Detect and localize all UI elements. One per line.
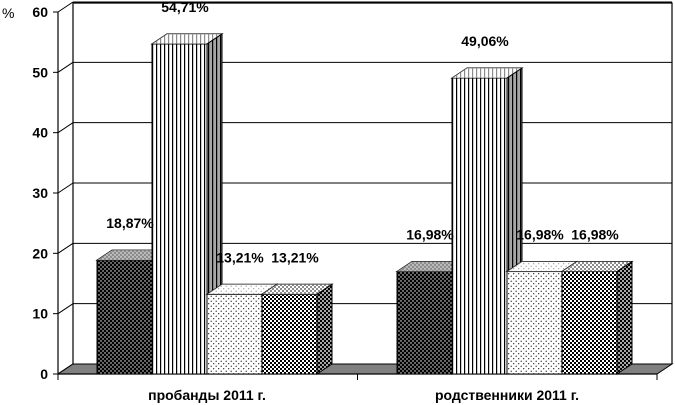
bar-side [616, 260, 633, 375]
bar-side-shade [317, 284, 332, 374]
x-category-label: родственники 2011 г. [435, 387, 579, 403]
data-label: 13,21% [271, 249, 319, 265]
bar-top-shade [452, 68, 522, 79]
bar-front [261, 293, 318, 375]
bar-top-shade [262, 284, 332, 295]
bar-front [561, 271, 618, 375]
bar [260, 283, 334, 375]
data-label: 13,21% [216, 249, 264, 265]
data-label: 49,06% [461, 33, 509, 49]
gridline-side [57, 122, 74, 134]
bar-top-shade [397, 261, 467, 272]
bar-top-shade [97, 250, 167, 261]
data-label: 18,87% [106, 215, 154, 231]
y-tick-label: 0 [40, 366, 48, 382]
bar-top-shade [562, 261, 632, 272]
y-tick-label: 20 [32, 245, 48, 261]
bar-front [151, 43, 208, 375]
bar-front [506, 271, 563, 375]
bar-top-shade [507, 261, 577, 272]
x-category-label: пробанды 2011 г. [148, 387, 266, 403]
gridline-side [57, 242, 74, 254]
y-tick-label: 10 [32, 306, 48, 322]
bar-top-shade [152, 33, 222, 44]
gridline-side [57, 61, 74, 73]
bar-front [451, 77, 508, 375]
bar-side [316, 283, 333, 375]
bar-front [96, 259, 153, 375]
bar-front [396, 271, 453, 375]
gridline-side [57, 182, 74, 194]
y-tick-label: 30 [32, 185, 48, 201]
y-tick-label: 60 [32, 4, 48, 20]
y-tick-label: 50 [32, 64, 48, 80]
bar [150, 32, 224, 375]
gridline-side [57, 1, 74, 13]
data-label: 16,98% [516, 227, 564, 243]
bar-top-shade [207, 284, 277, 295]
data-label: 54,71% [161, 0, 209, 15]
data-label: 16,98% [406, 227, 454, 243]
bar [560, 260, 634, 375]
data-label: 16,98% [571, 227, 619, 243]
bar-side-shade [617, 261, 632, 374]
y-axis-unit-label: % [2, 5, 15, 21]
bar-front [206, 293, 263, 375]
gridline-side [57, 303, 74, 315]
y-tick-label: 40 [32, 125, 48, 141]
chart-text: 0 10 20 30 40 50 60 18,87% 54,71% 13,21% 13,21% про… [32, 0, 619, 403]
bars [95, 32, 634, 375]
